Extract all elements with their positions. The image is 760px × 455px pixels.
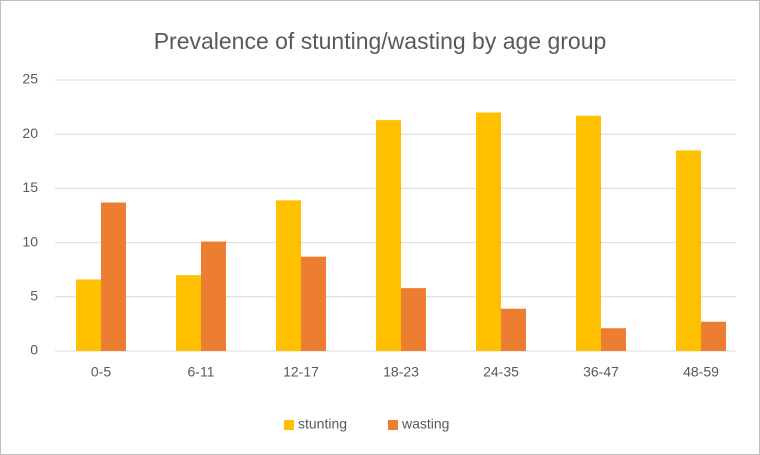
x-tick-label: 18-23 — [383, 364, 419, 380]
chart-title: Prevalence of stunting/wasting by age gr… — [154, 28, 607, 54]
y-tick-label: 15 — [22, 179, 38, 195]
bar — [701, 321, 726, 351]
legend-label: stunting — [298, 416, 347, 432]
y-tick-label: 25 — [22, 71, 38, 87]
y-tick-label: 20 — [22, 125, 38, 141]
bar — [301, 256, 326, 351]
bar — [676, 150, 701, 351]
bar — [476, 112, 501, 352]
y-tick-label: 5 — [30, 288, 38, 304]
bar — [76, 279, 101, 351]
legend-label: wasting — [401, 416, 449, 432]
bar — [176, 275, 201, 351]
bar — [201, 241, 226, 351]
x-tick-label: 48-59 — [683, 364, 719, 380]
bar — [576, 115, 601, 351]
bar — [501, 308, 526, 351]
bar — [101, 202, 126, 351]
bar — [601, 328, 626, 351]
legend-swatch — [284, 420, 294, 430]
bar — [401, 288, 426, 351]
x-tick-label: 0-5 — [91, 364, 111, 380]
x-tick-label: 24-35 — [483, 364, 519, 380]
x-tick-label: 12-17 — [283, 364, 319, 380]
bar — [276, 200, 301, 351]
legend-swatch — [388, 420, 398, 430]
x-tick-label: 6-11 — [188, 364, 215, 380]
y-tick-label: 10 — [22, 233, 38, 249]
x-tick-label: 36-47 — [583, 364, 619, 380]
y-tick-label: 0 — [30, 342, 38, 358]
bar — [376, 120, 401, 351]
